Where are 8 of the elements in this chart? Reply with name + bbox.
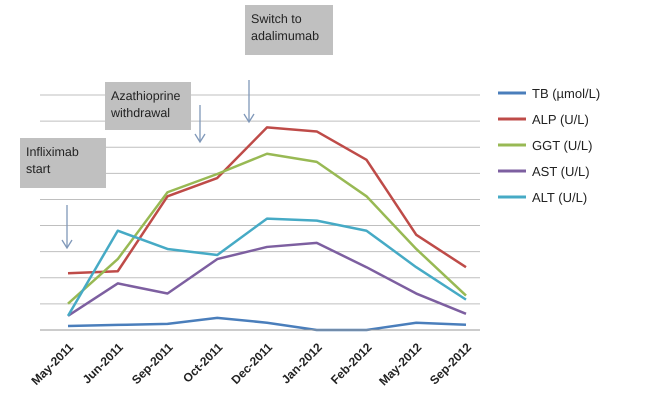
legend-label: ALT (U/L) xyxy=(532,190,588,204)
annotation: Infliximab start xyxy=(20,138,106,188)
text: Azathioprine withdrawal xyxy=(105,82,191,130)
legend-label: TB (µmol/L) xyxy=(532,86,600,100)
legend-label: ALP (U/L) xyxy=(532,112,589,126)
legend-label: GGT (U/L) xyxy=(532,138,592,152)
text: Switch to adalimumab xyxy=(245,5,333,55)
legend-label: AST (U/L) xyxy=(532,164,590,178)
